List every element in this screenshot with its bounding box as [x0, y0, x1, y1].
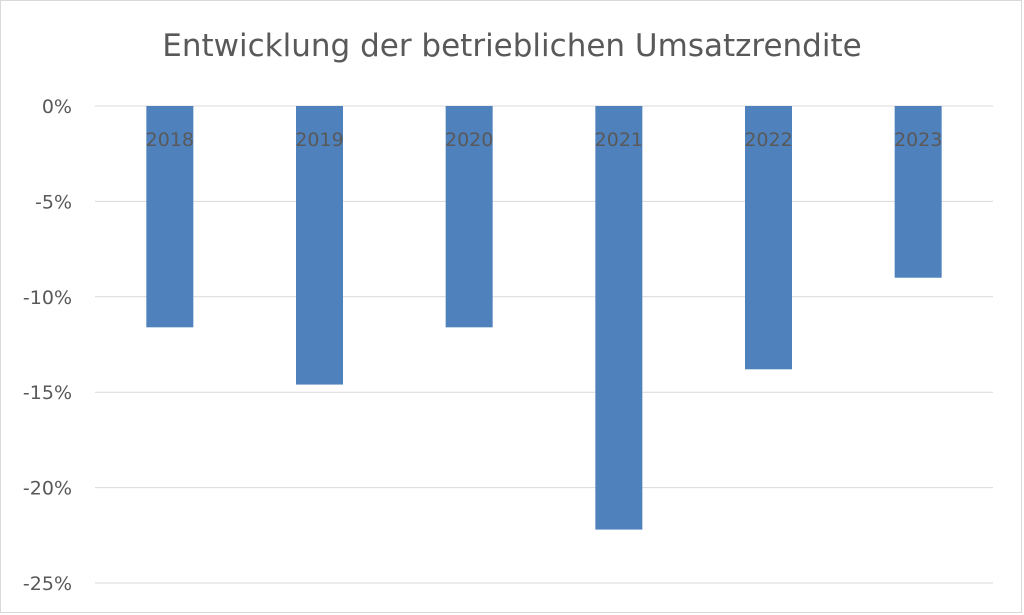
category-label: 2020: [445, 129, 493, 151]
category-label: 2023: [894, 129, 942, 151]
bars: [146, 106, 942, 530]
bar-2020: [445, 106, 493, 328]
y-tick-label: -10%: [23, 287, 72, 309]
y-tick-label: -15%: [23, 382, 72, 404]
bar-2018: [146, 106, 194, 328]
gridlines: [95, 105, 993, 584]
category-label: 2021: [595, 129, 643, 151]
category-label: 2018: [146, 129, 194, 151]
bar-2021: [595, 106, 643, 530]
bar-2022: [745, 106, 792, 370]
y-tick-label: -25%: [23, 573, 72, 595]
y-axis-tick-labels: 0% -5% -10% -15% -20% -25%: [23, 96, 72, 595]
category-labels: 2018 2019 2020 2021 2022 2023: [146, 129, 943, 151]
category-label: 2022: [744, 129, 792, 151]
chart-title: Entwicklung der betrieblichen Umsatzrend…: [162, 28, 862, 64]
y-tick-label: -5%: [35, 191, 72, 213]
bar-2019: [296, 106, 343, 385]
bar-2023: [894, 106, 942, 278]
category-label: 2019: [295, 129, 343, 151]
y-tick-label: -20%: [23, 478, 72, 500]
y-tick-label: 0%: [42, 96, 72, 118]
